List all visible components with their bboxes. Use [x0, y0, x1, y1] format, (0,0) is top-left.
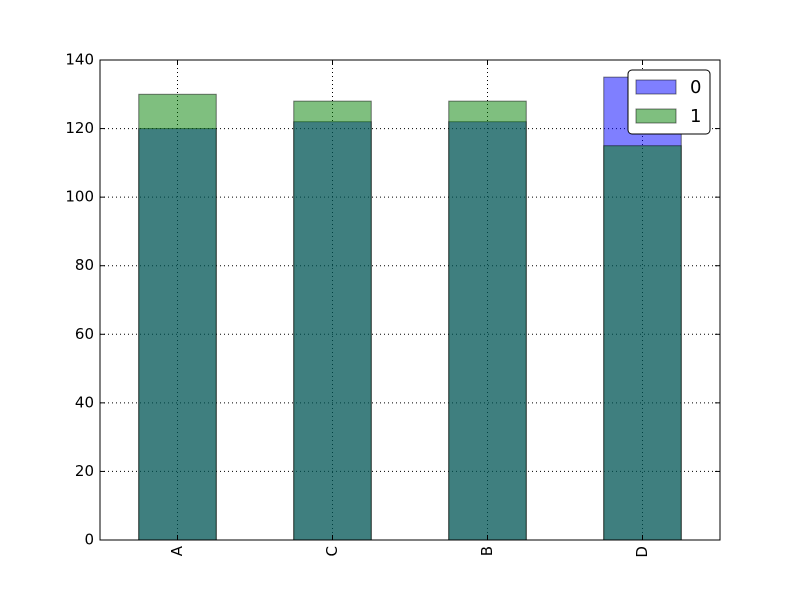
y-tick-label: 60 — [75, 325, 94, 343]
y-tick-label: 120 — [65, 119, 94, 137]
x-tick-label: B — [478, 546, 496, 556]
plot-frame — [99, 59, 721, 541]
x-tick-label: D — [633, 546, 651, 558]
legend-swatch — [635, 108, 677, 124]
x-tick-label: C — [323, 546, 341, 556]
legend: 01 — [627, 69, 711, 135]
legend-label: 0 — [690, 77, 701, 98]
y-tick-label: 100 — [65, 188, 94, 206]
y-tick-label: 80 — [75, 256, 94, 274]
bar — [138, 93, 217, 541]
x-tick-label: A — [168, 545, 186, 556]
bar — [448, 100, 527, 541]
y-tick-label: 0 — [84, 531, 94, 549]
legend-label: 1 — [690, 106, 701, 127]
legend-swatch — [635, 79, 677, 95]
bar — [293, 100, 372, 541]
bar — [603, 145, 682, 541]
y-tick-label: 40 — [75, 393, 94, 411]
y-tick-label: 20 — [75, 462, 94, 480]
y-tick-label: 140 — [65, 51, 94, 69]
